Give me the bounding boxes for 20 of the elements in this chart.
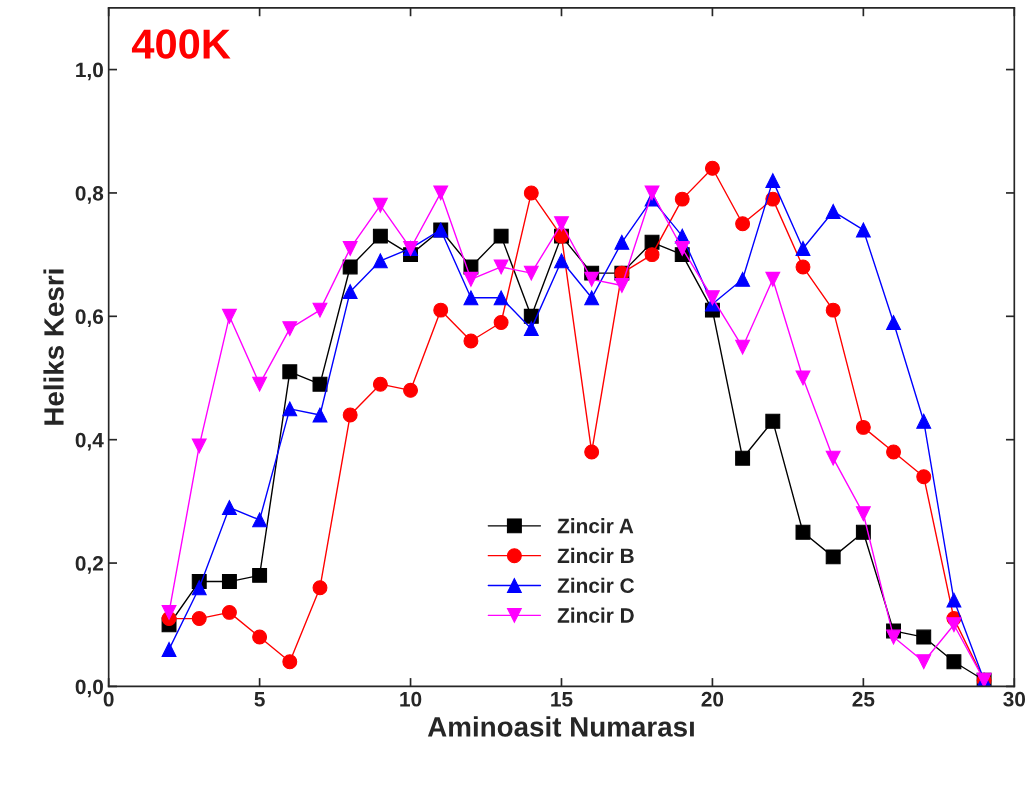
- y-tick-label: 0,2: [75, 556, 103, 574]
- x-tick-label: 10: [400, 691, 422, 707]
- y-tick-label: 0,4: [75, 432, 104, 451]
- y-tick-label: 0,0: [75, 679, 103, 698]
- legend-label: Zincir C: [557, 577, 635, 594]
- x-tick-label: 20: [701, 691, 724, 707]
- y-tick-label: 1,0: [76, 62, 103, 81]
- x-tick-label: 30: [1003, 691, 1026, 707]
- legend-label: Zincir D: [557, 607, 634, 623]
- y-tick-label: 0,6: [75, 309, 104, 328]
- x-tick-label: 5: [254, 692, 265, 707]
- x-tick-label: 15: [551, 692, 573, 707]
- legend-label: Zincir B: [557, 547, 634, 564]
- x-tick-label: 25: [852, 691, 875, 707]
- legend-label: Zincir A: [557, 518, 634, 534]
- x-axis-title: Aminoasit Numarası: [427, 716, 694, 737]
- x-tick-label: 0: [103, 691, 114, 707]
- y-tick-label: 0,8: [75, 185, 104, 204]
- y-axis-title: Heliks Kesri: [43, 269, 64, 425]
- chart-title: 400K: [131, 29, 231, 59]
